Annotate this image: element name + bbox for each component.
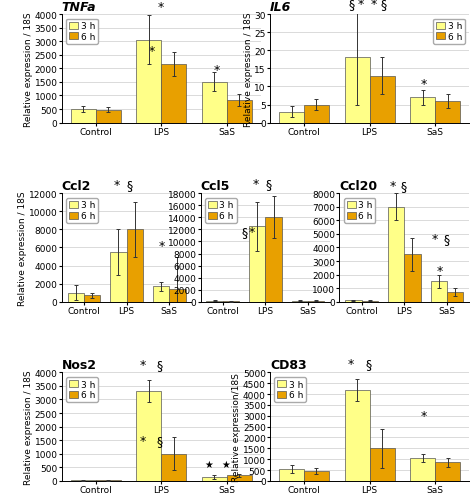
Y-axis label: Relative expression / 18S: Relative expression / 18S	[24, 12, 33, 126]
Bar	[249, 227, 265, 302]
Bar	[202, 477, 227, 481]
Bar	[304, 471, 329, 481]
Y-axis label: Relative expression / 18S: Relative expression / 18S	[24, 370, 33, 484]
Bar	[153, 287, 169, 302]
Text: §: §	[127, 179, 133, 192]
Legend: 3 h, 6 h: 3 h, 6 h	[66, 198, 98, 223]
Bar	[84, 296, 100, 302]
Bar	[227, 100, 252, 123]
Bar	[388, 207, 404, 302]
Text: *: *	[214, 64, 220, 77]
Text: §: §	[242, 226, 248, 239]
Bar	[110, 253, 127, 302]
Text: §: §	[157, 434, 163, 447]
Bar	[161, 65, 186, 123]
Text: TNFa: TNFa	[62, 1, 96, 14]
Bar	[161, 454, 186, 481]
Text: *: *	[432, 232, 438, 245]
Text: Nos2: Nos2	[62, 359, 97, 371]
Bar	[202, 83, 227, 123]
Text: *: *	[371, 0, 377, 12]
Bar	[308, 301, 325, 302]
Bar	[169, 290, 185, 302]
Text: *: *	[389, 179, 395, 192]
Legend: 3 h, 6 h: 3 h, 6 h	[66, 20, 98, 45]
Bar	[227, 475, 252, 481]
Bar	[265, 218, 282, 302]
Bar	[435, 102, 460, 123]
Bar	[127, 230, 143, 302]
Bar	[431, 282, 447, 302]
Text: Ccl20: Ccl20	[339, 180, 378, 193]
Text: *: *	[249, 226, 255, 239]
Text: Ccl5: Ccl5	[201, 180, 230, 193]
Y-axis label: Relative expression/18S: Relative expression/18S	[232, 372, 241, 481]
Bar	[435, 462, 460, 481]
Bar	[67, 293, 84, 302]
Text: *: *	[158, 239, 165, 253]
Text: *: *	[420, 78, 427, 91]
Bar	[96, 480, 120, 481]
Y-axis label: Relative expression / 18S: Relative expression / 18S	[244, 12, 253, 126]
Text: *: *	[140, 434, 146, 447]
Bar	[71, 480, 96, 481]
Bar	[96, 110, 120, 123]
Bar	[304, 105, 329, 123]
Legend: 3 h, 6 h: 3 h, 6 h	[274, 377, 306, 402]
Bar	[404, 255, 420, 302]
Y-axis label: Relative expression / 18S: Relative expression / 18S	[18, 191, 27, 305]
Bar	[370, 77, 394, 123]
Text: §: §	[157, 358, 163, 371]
Bar	[410, 98, 435, 123]
Text: §: §	[401, 179, 407, 192]
Bar	[410, 458, 435, 481]
Text: §: §	[365, 357, 372, 370]
Text: *: *	[148, 46, 155, 59]
Text: *: *	[436, 265, 443, 278]
Bar	[206, 301, 223, 302]
Legend: 3 h, 6 h: 3 h, 6 h	[205, 198, 237, 223]
Bar	[370, 448, 394, 481]
Text: Ccl2: Ccl2	[62, 180, 91, 193]
Text: *: *	[140, 358, 146, 371]
Bar	[447, 293, 464, 302]
Text: §: §	[381, 0, 387, 12]
Text: ★: ★	[221, 459, 230, 469]
Bar	[279, 469, 304, 481]
Bar	[279, 113, 304, 123]
Text: *: *	[158, 1, 164, 14]
Text: *: *	[358, 0, 364, 12]
Bar	[345, 59, 370, 123]
Text: §: §	[348, 0, 355, 12]
Legend: 3 h, 6 h: 3 h, 6 h	[66, 377, 98, 402]
Bar	[71, 110, 96, 123]
Bar	[346, 301, 362, 302]
Legend: 3 h, 6 h: 3 h, 6 h	[344, 198, 375, 223]
Legend: 3 h, 6 h: 3 h, 6 h	[433, 20, 465, 45]
Text: CD83: CD83	[270, 359, 307, 371]
Text: *: *	[114, 179, 120, 192]
Text: *: *	[253, 178, 259, 191]
Bar	[362, 301, 378, 302]
Text: ★: ★	[204, 459, 213, 469]
Bar	[137, 41, 161, 123]
Text: §: §	[266, 178, 272, 191]
Bar	[292, 301, 308, 302]
Bar	[345, 390, 370, 481]
Text: *: *	[420, 409, 427, 422]
Text: §: §	[443, 232, 449, 245]
Bar	[137, 392, 161, 481]
Text: IL6: IL6	[270, 1, 292, 14]
Text: *: *	[348, 357, 355, 370]
